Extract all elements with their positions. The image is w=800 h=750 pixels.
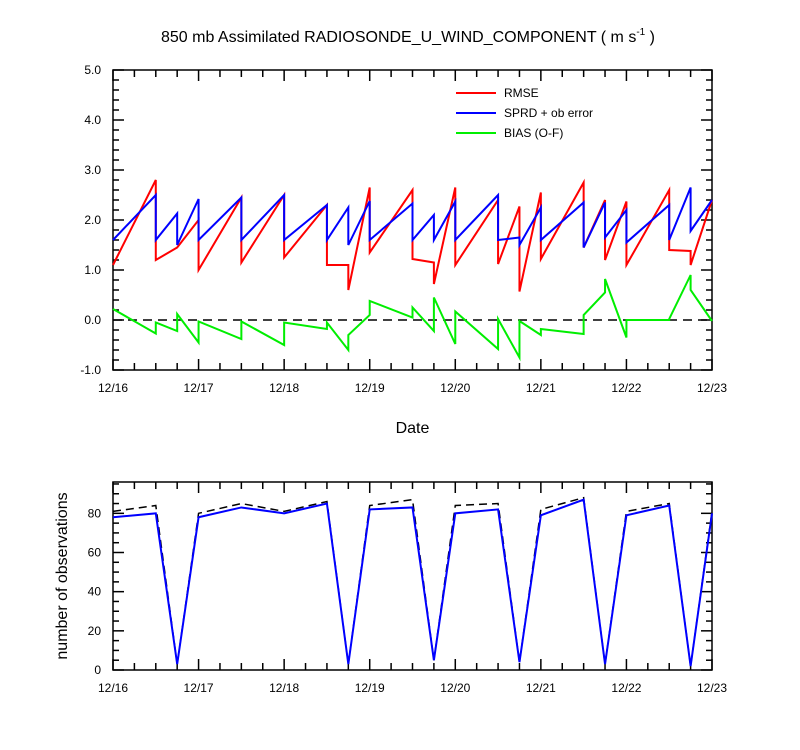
top-plot: 12/16 12/17 12/18 12/19 12/20 12/21 12/22 12/23… (80, 63, 727, 437)
bottom-y-tick-label: 80 (88, 506, 102, 520)
bottom-x-tick-label: 12/16 (98, 681, 128, 695)
legend-label-sprd-ob-error: SPRD + ob error (504, 106, 593, 120)
bottom-x-tick-label: 12/23 (697, 681, 727, 695)
top-series-sprd-ob-error (112, 187, 713, 249)
top-x-tick-label: 12/21 (526, 381, 556, 395)
bottom-x-tick-label: 12/20 (440, 681, 470, 695)
top-series-bias-o-f (112, 274, 713, 362)
top-x-tick-label: 12/18 (269, 381, 299, 395)
top-x-tick-label: 12/22 (611, 381, 641, 395)
title-main: 850 mb Assimilated RADIOSONDE_U_WIND_COM… (161, 29, 636, 46)
top-y-tick-label: 5.0 (84, 63, 101, 77)
top-x-tick-label: 12/19 (355, 381, 385, 395)
bottom-series-obs-used (112, 498, 713, 667)
bottom-y-tick-label: 20 (88, 624, 102, 638)
chart-title: 850 mb Assimilated RADIOSONDE_U_WIND_COM… (161, 27, 655, 46)
top-y-tick-label: -1.0 (80, 363, 101, 377)
top-x-tick-label: 12/16 (98, 381, 128, 395)
bottom-x-tick-label: 12/22 (611, 681, 641, 695)
top-y-tick-label: 3.0 (84, 163, 101, 177)
bottom-y-tick-label: 60 (88, 546, 102, 560)
top-y-tick-label: 4.0 (84, 113, 101, 127)
bottom-x-tick-label: 12/18 (269, 681, 299, 695)
legend-label-rmse: RMSE (504, 86, 539, 100)
top-x-axis-title: Date (396, 420, 430, 437)
top-x-tick-label: 12/23 (697, 381, 727, 395)
bottom-x-tick-label: 12/17 (184, 681, 214, 695)
bottom-series-obs-possible (112, 496, 713, 667)
top-y-tick-label: 1.0 (84, 263, 101, 277)
title-end: ) (645, 29, 655, 46)
bottom-y-tick-label: 0 (94, 663, 101, 677)
bottom-plot: 12/16 12/17 12/18 12/19 12/20 12/21 12/22 12/23… (54, 481, 727, 695)
bottom-y-tick-label: 40 (88, 585, 102, 599)
bottom-x-tick-label: 12/21 (526, 681, 556, 695)
top-y-tick-label: 0.0 (84, 313, 101, 327)
bottom-x-tick-label: 12/19 (355, 681, 385, 695)
title-superscript: -1 (636, 27, 645, 38)
top-x-tick-label: 12/20 (440, 381, 470, 395)
top-x-tick-label: 12/17 (184, 381, 214, 395)
bottom-y-axis-title: number of observations (54, 492, 71, 659)
legend-label-bias-o-f: BIAS (O-F) (504, 126, 563, 140)
top-y-tick-label: 2.0 (84, 213, 101, 227)
